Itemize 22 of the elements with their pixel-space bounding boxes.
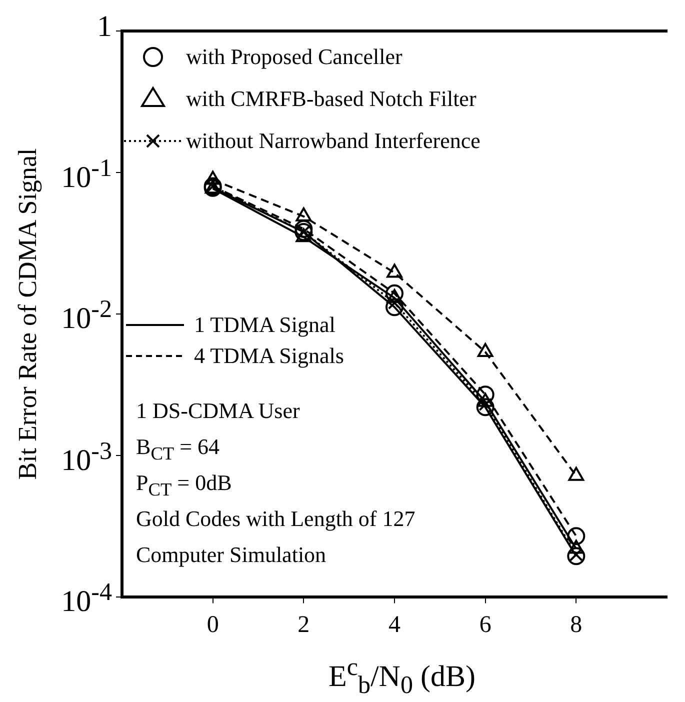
annotation: Gold Codes with Length of 127 xyxy=(136,505,416,533)
y-tick-label: 1 xyxy=(97,9,112,45)
x-axis-title: E$^{c}$$_{b}$/N$_{0}$ (dB) xyxy=(328,653,476,701)
annotation: Computer Simulation xyxy=(136,541,326,569)
y-tick-label: 10$^{-2}$ xyxy=(61,295,112,338)
x-tick-label: 8 xyxy=(570,612,582,638)
annotation: 1 DS-CDMA User xyxy=(136,397,300,425)
annotation: P$_{CT}$ = 0dB xyxy=(136,469,232,502)
y-tick-label: 10$^{-1}$ xyxy=(61,154,112,196)
legend-label: with CMRFB-based Notch Filter xyxy=(186,86,476,112)
y-tick-label: 10$^{-3}$ xyxy=(61,436,112,479)
legend-label: without Narrowband Interference xyxy=(186,128,480,154)
legend-label: with Proposed Canceller xyxy=(186,44,402,70)
annotation: B$_{CT}$ = 64 xyxy=(136,433,220,466)
y-tick-label: 10$^{-4}$ xyxy=(61,578,112,620)
y-axis-title: Bit Error Rate of CDMA Signal xyxy=(13,148,43,480)
annotation: 4 TDMA Signals xyxy=(194,343,344,369)
x-tick-label: 6 xyxy=(479,612,492,638)
x-tick-label: 0 xyxy=(206,612,219,638)
x-tick-label: 4 xyxy=(388,612,400,638)
annotation: 1 TDMA Signal xyxy=(194,312,336,338)
x-tick-label: 2 xyxy=(298,612,310,638)
